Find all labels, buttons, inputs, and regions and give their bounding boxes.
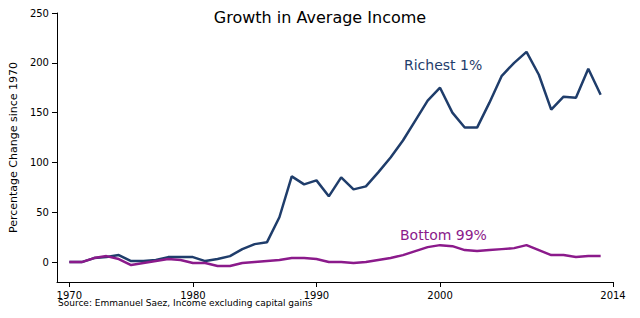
svg-text:Percentage Change since 1970: Percentage Change since 1970 (7, 62, 20, 233)
svg-text:2014: 2014 (600, 290, 625, 301)
svg-text:200: 200 (30, 57, 49, 68)
svg-text:1970: 1970 (57, 290, 82, 301)
svg-text:250: 250 (30, 8, 49, 19)
svg-text:1980: 1980 (180, 290, 205, 301)
svg-text:150: 150 (30, 107, 49, 118)
svg-text:100: 100 (30, 157, 49, 168)
svg-text:Bottom 99%: Bottom 99% (400, 227, 487, 243)
svg-text:Growth in Average Income: Growth in Average Income (214, 8, 426, 27)
svg-text:Richest 1%: Richest 1% (404, 57, 482, 73)
svg-text:Source: Emmanuel Saez, Income: Source: Emmanuel Saez, Income excluding … (58, 297, 313, 308)
svg-text:0: 0 (43, 257, 49, 268)
svg-text:1990: 1990 (304, 290, 329, 301)
svg-text:50: 50 (36, 207, 49, 218)
svg-text:2000: 2000 (427, 290, 452, 301)
